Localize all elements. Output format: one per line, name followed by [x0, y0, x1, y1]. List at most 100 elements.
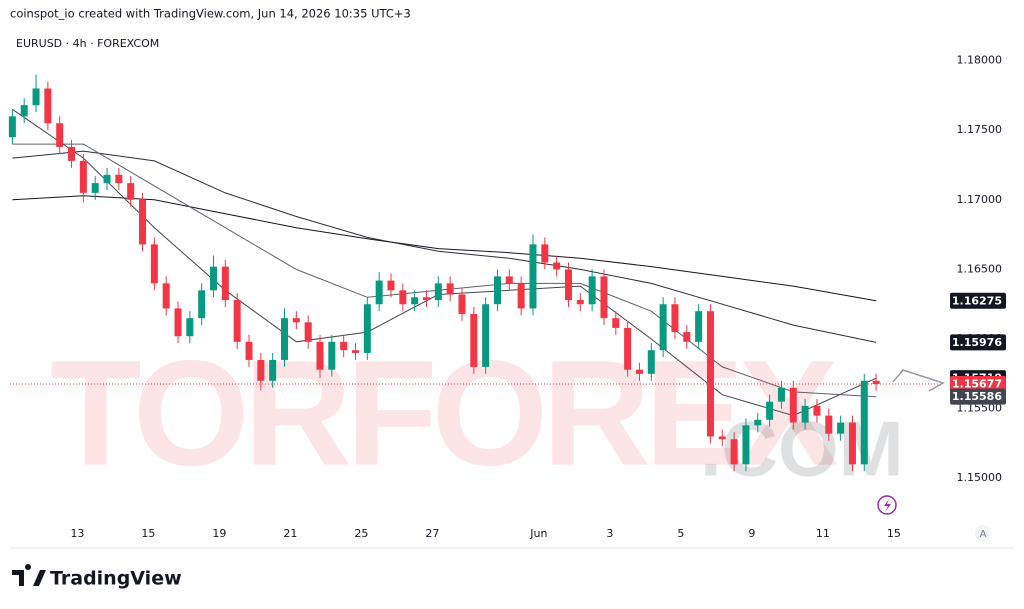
candle-body	[482, 304, 490, 367]
candle-body	[647, 350, 655, 374]
candle-body	[292, 318, 300, 323]
x-tick-label: 15	[141, 527, 155, 540]
candle-body	[588, 276, 596, 305]
candle-body	[754, 419, 762, 426]
candle-body	[328, 341, 336, 370]
y-tick-label: 1.15000	[957, 471, 1003, 484]
candle-body	[375, 280, 383, 305]
candle-body	[186, 318, 194, 337]
candle-body	[434, 283, 442, 301]
candle-body	[139, 199, 147, 245]
candle-body	[671, 304, 679, 333]
candle-body	[150, 244, 158, 284]
candle-body	[8, 116, 16, 138]
tv-logo: TradingView	[12, 563, 182, 590]
y-tick-label: 1.16500	[957, 262, 1003, 275]
candle-body	[825, 415, 833, 434]
candle-body	[351, 350, 359, 353]
auto-button[interactable]: A	[980, 529, 987, 540]
candle-body	[387, 280, 395, 291]
price-tag	[950, 388, 1006, 405]
y-tick-label: 1.15500	[957, 402, 1003, 415]
candle-body	[529, 244, 537, 309]
candle-body	[221, 266, 229, 301]
candle-body	[766, 401, 774, 420]
x-tick-label: Jun	[529, 527, 547, 540]
candle-body	[411, 297, 419, 305]
candle-body	[91, 183, 99, 193]
candle-body	[446, 283, 454, 295]
candle-body	[363, 304, 371, 353]
x-tick-label: 9	[748, 527, 755, 540]
candle-body	[115, 174, 123, 184]
candle-body	[706, 311, 714, 437]
candle-body	[316, 341, 324, 370]
tv-logo-text: TradingView	[50, 568, 182, 590]
candle-body	[860, 380, 868, 465]
candle-body	[564, 269, 572, 301]
candle-body	[624, 327, 632, 370]
candle-body	[269, 359, 277, 381]
candle-body	[245, 341, 253, 360]
price-tag-label: 1.15976	[952, 336, 1002, 349]
price-tag	[950, 292, 1006, 309]
candle-body	[127, 183, 135, 200]
candle-body	[281, 318, 289, 360]
candle-body	[68, 146, 76, 161]
candle-body	[576, 300, 584, 305]
symbol-title: EURUSD · 4h · FOREXCOM	[16, 37, 159, 50]
candle-body	[422, 297, 430, 301]
candle-body	[848, 422, 856, 465]
candle-body	[683, 332, 691, 342]
candle-body	[79, 160, 87, 193]
price-tag-label: 1.15586	[952, 390, 1002, 403]
candle-body	[600, 276, 608, 319]
x-tick-label: 19	[212, 527, 226, 540]
y-tick-label: 1.17500	[957, 123, 1003, 136]
candle-body	[198, 290, 206, 319]
moving-average	[12, 195, 877, 302]
x-tick-label: 27	[425, 527, 439, 540]
candle-body	[801, 405, 809, 423]
projection-arrow	[892, 369, 945, 392]
candle-body	[257, 359, 265, 381]
candle-body	[233, 300, 241, 342]
candle-body	[517, 283, 525, 309]
candle-body	[777, 387, 785, 402]
price-tag	[950, 375, 1006, 392]
candle-body	[505, 276, 513, 284]
candle-body	[789, 387, 797, 423]
event-bolt	[884, 499, 891, 512]
x-tick-label: 25	[354, 527, 368, 540]
candle-body	[210, 266, 218, 291]
candle-body	[813, 405, 821, 416]
tv-logo-mark	[12, 563, 46, 586]
candle-body	[340, 341, 348, 351]
x-tick-label: 13	[70, 527, 84, 540]
moving-average	[12, 150, 877, 343]
candle-body	[20, 105, 28, 117]
plot: TORFOREX.COM	[8, 74, 940, 497]
candle-body	[174, 308, 182, 337]
candle-body	[103, 174, 111, 184]
x-tick-label: 15	[887, 527, 901, 540]
candle-body	[470, 313, 478, 367]
candle-body	[635, 369, 643, 374]
candle-body	[718, 436, 726, 440]
candle-body	[553, 262, 561, 270]
candle-body	[730, 439, 738, 465]
price-tag-label: 1.16275	[952, 294, 1002, 307]
candle-body	[32, 88, 40, 106]
candle-body	[162, 283, 170, 309]
auto-button-bg[interactable]	[975, 525, 991, 541]
x-tick-label: 11	[816, 527, 830, 540]
y-tick-label: 1.17000	[957, 193, 1003, 206]
x-tick-label: 3	[606, 527, 613, 540]
candle-body	[612, 318, 620, 328]
price-tag-label: 1.15677	[952, 377, 1002, 390]
candle-body	[659, 304, 667, 351]
y-tick-label: 1.18000	[957, 54, 1003, 67]
candle-body	[56, 123, 64, 147]
